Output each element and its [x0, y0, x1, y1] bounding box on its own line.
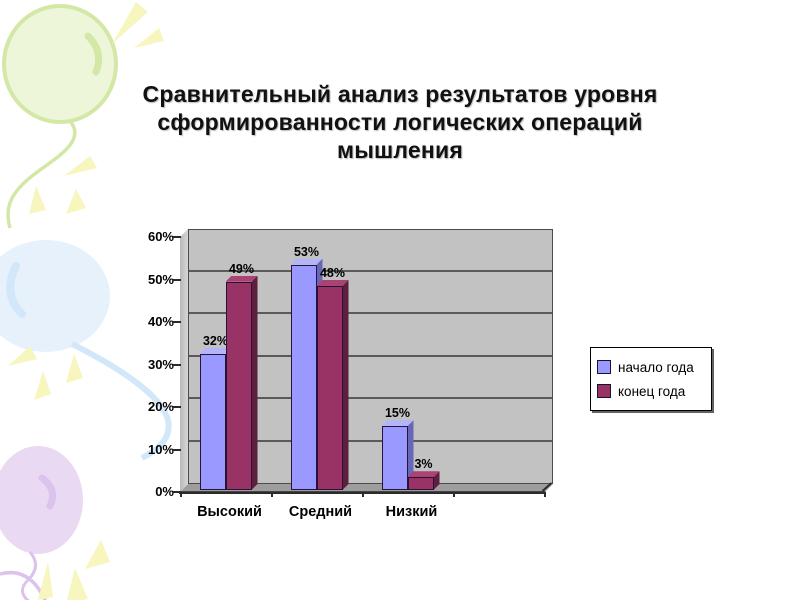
- bar-top-face: [226, 276, 258, 282]
- x-tick-mark: [453, 492, 455, 497]
- gridline-50: [189, 269, 552, 272]
- y-tick-mark: [173, 491, 181, 493]
- bar-конец года-Высокий: 49%: [225, 262, 258, 490]
- bar-value-label: 3%: [414, 457, 433, 472]
- bar-конец года-Низкий: 3%: [407, 457, 440, 490]
- legend-swatch: [597, 384, 611, 398]
- bar-начало года-Низкий: 15%: [381, 406, 414, 490]
- legend-swatch: [597, 360, 611, 374]
- bar-front-face: [290, 264, 317, 490]
- bar-value-label: 15%: [384, 406, 411, 421]
- y-tick-label: 0%: [155, 484, 174, 499]
- bar-top-face: [200, 348, 232, 354]
- gridline-10: [189, 439, 552, 442]
- y-tick-mark: [173, 363, 181, 366]
- bar-value-label: 49%: [228, 261, 255, 276]
- y-tick-label: 10%: [147, 441, 174, 457]
- slide-title-line: Сравнительный анализ результатов уровня: [142, 81, 658, 107]
- bar-конец года-Средний: 48%: [316, 266, 349, 490]
- chart-legend: начало года конец года: [590, 347, 712, 411]
- chart-floor: [180, 484, 553, 492]
- gridline-30: [189, 354, 552, 357]
- legend-label: начало года: [618, 359, 694, 375]
- bar-front-face: [199, 354, 226, 490]
- bar-side-face: [252, 276, 258, 490]
- bar-top-face: [317, 280, 349, 286]
- balloon-purple-decoration: [0, 446, 83, 600]
- y-tick-label: 50%: [147, 271, 174, 287]
- sparkles-left-icon: [29, 156, 97, 214]
- legend-label: конец года: [618, 383, 686, 399]
- bar-front-face: [407, 477, 434, 490]
- balloon-green-decoration: [2, 4, 118, 229]
- y-tick-label: 40%: [147, 314, 174, 329]
- bar-value-label: 53%: [293, 244, 320, 259]
- bar-top-face: [291, 259, 323, 265]
- x-tick-mark: [271, 492, 273, 497]
- slide-title-line: сформированности логических операций: [157, 109, 643, 135]
- chart-side-wall: [180, 229, 188, 492]
- plot-area: 0% 10% 20% 30% 40% 50% 60% 32% 49% 53% 48% 15% 3% Выс…: [128, 213, 578, 533]
- slide-title-line: мышления: [337, 137, 463, 163]
- y-tick-mark: [173, 278, 181, 281]
- gridline-20: [189, 397, 552, 399]
- bar-value-label: 48%: [319, 266, 346, 280]
- bar-top-face: [382, 420, 414, 426]
- x-category-label-Низкий: Низкий: [385, 504, 438, 520]
- x-tick-mark: [180, 492, 182, 497]
- sparkles-bottom-icon: [38, 540, 110, 600]
- slide-title: Сравнительный анализ результатов уровня …: [40, 80, 760, 164]
- gridline-40: [189, 312, 552, 314]
- bar-chart: 0% 10% 20% 30% 40% 50% 60% 32% 49% 53% 48% 15% 3% Выс…: [128, 213, 578, 533]
- sparkles-middle-icon: [8, 346, 83, 400]
- x-category-label-Средний: Средний: [288, 504, 353, 520]
- legend-item: конец года: [597, 379, 705, 403]
- legend-item: начало года: [597, 355, 705, 379]
- y-tick-mark: [173, 448, 181, 451]
- y-tick-mark: [173, 321, 181, 323]
- x-category-label-Высокий: Высокий: [197, 504, 262, 520]
- bar-side-face: [408, 420, 414, 490]
- balloon-blue-decoration: [0, 240, 172, 461]
- bar-side-face: [343, 280, 349, 490]
- sparkles-top-icon: [112, 2, 164, 48]
- bar-front-face: [381, 426, 408, 490]
- bar-front-face: [225, 281, 252, 490]
- y-tick-mark: [173, 236, 181, 238]
- bar-value-label: 32%: [202, 334, 229, 348]
- bar-side-face: [434, 471, 440, 490]
- bar-front-face: [316, 286, 343, 490]
- y-tick-label: 60%: [147, 229, 174, 244]
- y-tick-label: 30%: [147, 356, 174, 372]
- bar-top-face: [408, 471, 440, 477]
- x-tick-mark: [544, 492, 546, 497]
- x-tick-mark: [362, 492, 364, 497]
- y-tick-label: 20%: [147, 399, 174, 414]
- y-tick-mark: [173, 406, 181, 408]
